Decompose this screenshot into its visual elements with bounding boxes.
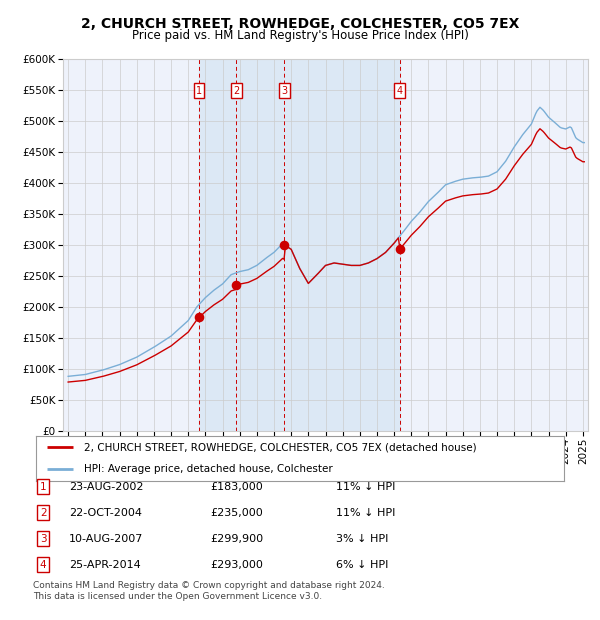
Point [194, 312, 204, 322]
Bar [199, 59, 400, 431]
Text: Contains HM Land Registry data © Crown copyright and database right 2024.: Contains HM Land Registry data © Crown c… [33, 581, 385, 590]
Point [232, 280, 241, 290]
Text: 2: 2 [233, 86, 239, 95]
Text: 11% ↓ HPI: 11% ↓ HPI [336, 482, 395, 492]
Text: £299,900: £299,900 [210, 534, 263, 544]
Text: 4: 4 [397, 86, 403, 95]
Text: 25-APR-2014: 25-APR-2014 [69, 560, 141, 570]
Text: 10-AUG-2007: 10-AUG-2007 [69, 534, 143, 544]
Point [280, 240, 289, 250]
Point [395, 244, 404, 254]
Text: 1: 1 [40, 482, 47, 492]
Text: 11% ↓ HPI: 11% ↓ HPI [336, 508, 395, 518]
Text: HPI: Average price, detached house, Colchester: HPI: Average price, detached house, Colc… [83, 464, 332, 474]
Text: £235,000: £235,000 [210, 508, 263, 518]
Text: 4: 4 [40, 560, 47, 570]
Text: £183,000: £183,000 [210, 482, 263, 492]
Text: £293,000: £293,000 [210, 560, 263, 570]
Text: This data is licensed under the Open Government Licence v3.0.: This data is licensed under the Open Gov… [33, 592, 322, 601]
Text: 2: 2 [40, 508, 47, 518]
Text: 3: 3 [281, 86, 287, 95]
Text: Price paid vs. HM Land Registry's House Price Index (HPI): Price paid vs. HM Land Registry's House … [131, 29, 469, 42]
Text: 1: 1 [196, 86, 202, 95]
Text: 23-AUG-2002: 23-AUG-2002 [69, 482, 143, 492]
Text: 2, CHURCH STREET, ROWHEDGE, COLCHESTER, CO5 7EX: 2, CHURCH STREET, ROWHEDGE, COLCHESTER, … [81, 17, 519, 32]
Text: 3: 3 [40, 534, 47, 544]
Text: 22-OCT-2004: 22-OCT-2004 [69, 508, 142, 518]
Text: 2, CHURCH STREET, ROWHEDGE, COLCHESTER, CO5 7EX (detached house): 2, CHURCH STREET, ROWHEDGE, COLCHESTER, … [83, 442, 476, 452]
Text: 6% ↓ HPI: 6% ↓ HPI [336, 560, 388, 570]
Text: 3% ↓ HPI: 3% ↓ HPI [336, 534, 388, 544]
